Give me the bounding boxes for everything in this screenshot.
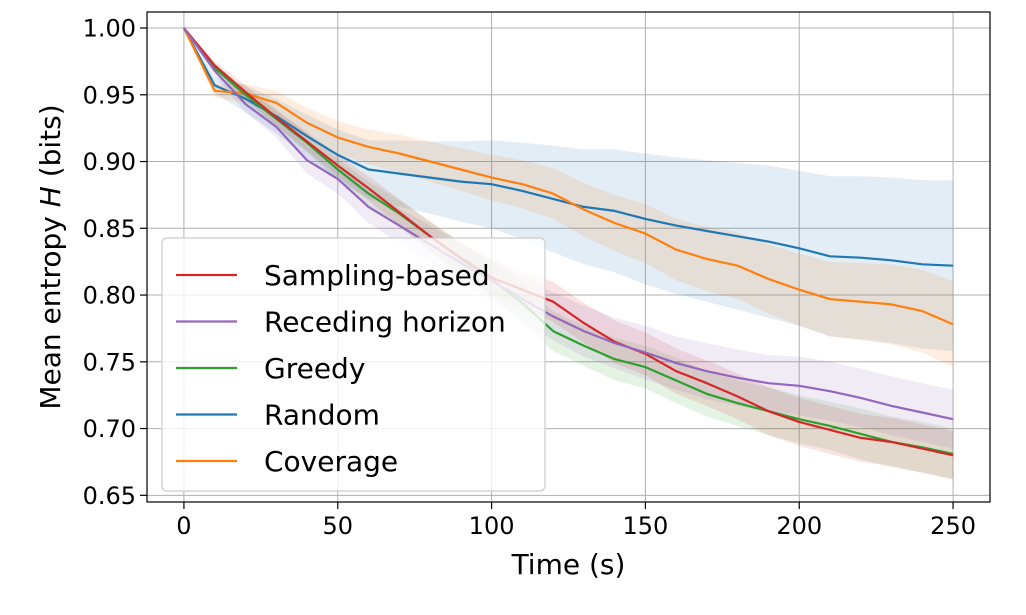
plot-frame xyxy=(146,11,991,503)
y-axis-label-variable: H xyxy=(34,186,67,207)
x-tick-label-100: 100 xyxy=(469,512,515,540)
x-tick-label-250: 250 xyxy=(930,512,976,540)
x-tick-label-200: 200 xyxy=(776,512,822,540)
y-tick-label-0.75: 0.75 xyxy=(83,348,136,376)
legend: Sampling-based Receding horizon Greedy Rand… xyxy=(161,237,546,492)
y-tick-label-0.65: 0.65 xyxy=(83,482,136,510)
legend-label-coverage: Coverage xyxy=(264,445,398,478)
band-greedy xyxy=(183,28,954,480)
x-axis-label: Time (s) xyxy=(511,548,626,581)
line-random xyxy=(182,27,954,267)
y-tick-label-0.70: 0.70 xyxy=(83,415,136,443)
x-tick-label-150: 150 xyxy=(623,512,669,540)
band-sampling-based xyxy=(183,28,954,480)
x-tick-label-0: 0 xyxy=(176,512,191,540)
band-coverage xyxy=(183,28,954,368)
line-sampling-based xyxy=(183,27,954,457)
y-tick-label-0.90: 0.90 xyxy=(83,148,136,176)
y-tick-label-0.95: 0.95 xyxy=(83,81,136,109)
confidence-bands xyxy=(183,28,954,480)
band-random xyxy=(183,28,954,352)
axis-ticks: 0 50 100 150 200 250 0.65 0.70 0.75 0.80 0.85 0.90 0… xyxy=(83,15,976,540)
x-tick-label-50: 50 xyxy=(322,512,353,540)
grid-lines xyxy=(147,12,990,502)
legend-box xyxy=(161,237,546,492)
legend-label-receding-horizon: Receding horizon xyxy=(264,306,506,339)
legend-label-greedy: Greedy xyxy=(264,352,365,385)
legend-label-random: Random xyxy=(264,399,380,432)
y-tick-label-1.00: 1.00 xyxy=(83,15,136,43)
y-axis-label-suffix: (bits) xyxy=(34,104,67,186)
y-axis-label: Mean entropy H (bits) xyxy=(34,104,67,409)
band-receding-horizon xyxy=(183,28,954,449)
y-tick-label-0.85: 0.85 xyxy=(83,215,136,243)
legend-label-sampling-based: Sampling-based xyxy=(264,259,490,292)
y-axis-label-prefix: Mean entropy xyxy=(34,207,67,409)
line-greedy xyxy=(183,27,954,455)
line-coverage xyxy=(182,27,954,326)
y-tick-label-0.80: 0.80 xyxy=(83,282,136,310)
series-lines xyxy=(182,27,954,457)
line-receding-horizon xyxy=(183,27,954,421)
